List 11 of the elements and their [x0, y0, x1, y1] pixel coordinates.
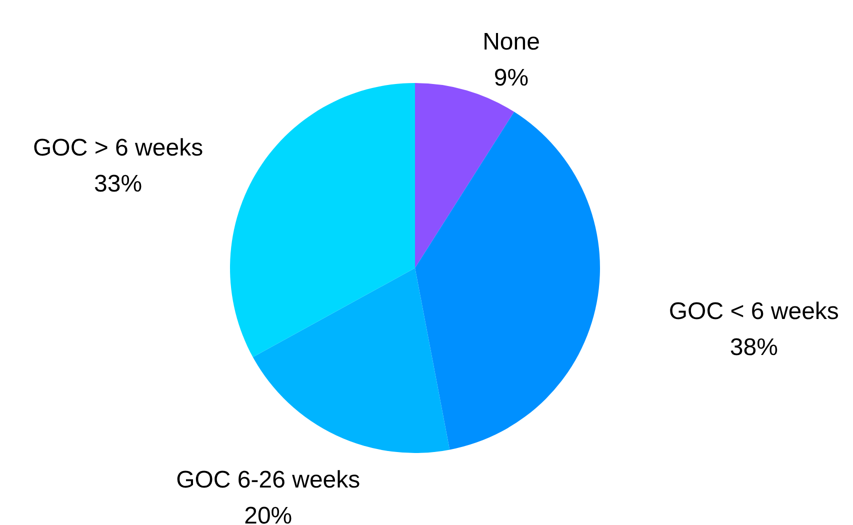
data-label: 33%	[94, 170, 142, 198]
slice-label: GOC > 6 weeks	[33, 134, 204, 162]
data-label: 38%	[730, 334, 778, 362]
data-label: 20%	[244, 502, 292, 525]
pie-slice	[230, 83, 415, 358]
pie-slice	[252, 268, 450, 453]
slice-label: GOC 6-26 weeks	[176, 466, 360, 494]
pie-slice	[415, 112, 600, 450]
slice-label: None	[482, 28, 540, 56]
slice-label: GOC < 6 weeks	[668, 298, 839, 326]
data-label: 9%	[494, 64, 529, 92]
